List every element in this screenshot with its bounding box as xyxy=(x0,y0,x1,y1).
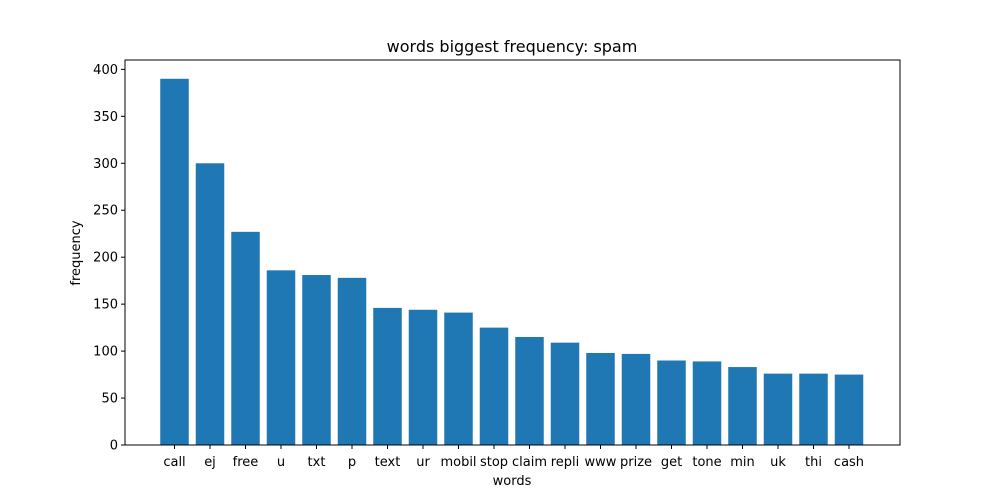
bar-stop xyxy=(479,327,509,445)
x-axis: call ej free u txt p text ur mobil stop claim repli… xyxy=(163,445,864,470)
bar-repli xyxy=(550,342,580,445)
chart-title: words biggest frequency: spam xyxy=(387,37,638,56)
y-axis: 0 50 100 150 200 250 300 350 400 xyxy=(93,63,125,454)
bar-uk xyxy=(763,373,793,445)
bar-tone xyxy=(692,361,722,445)
bar-txt xyxy=(302,275,331,445)
x-tick-label: min xyxy=(730,455,755,470)
x-axis-label: words xyxy=(493,474,532,489)
x-tick-label: mobil xyxy=(440,455,476,470)
y-tick-label: 200 xyxy=(93,251,118,266)
bar-cash xyxy=(834,374,864,445)
x-tick-label: prize xyxy=(620,455,652,470)
y-tick-label: 250 xyxy=(93,204,118,219)
bar-claim xyxy=(515,337,544,445)
bar-text xyxy=(373,307,402,445)
x-tick-label: claim xyxy=(512,455,547,470)
bar-get xyxy=(657,360,686,445)
x-tick-label: get xyxy=(661,455,682,470)
x-tick-label: tone xyxy=(692,455,721,470)
y-axis-label: frequency xyxy=(69,220,84,286)
y-tick-label: 100 xyxy=(93,345,118,360)
x-tick-label: stop xyxy=(480,455,508,470)
bar-free xyxy=(231,231,260,445)
y-tick-label: 0 xyxy=(110,439,118,454)
x-tick-label: txt xyxy=(308,455,326,470)
plot-frame xyxy=(124,59,901,446)
x-tick-label: cash xyxy=(834,455,864,470)
bar-mobil xyxy=(444,312,473,445)
x-tick-label: text xyxy=(375,455,401,470)
x-tick-label: free xyxy=(233,455,259,470)
y-tick-label: 400 xyxy=(93,63,118,78)
x-tick-label: thi xyxy=(805,455,822,470)
x-tick-label: call xyxy=(163,455,185,470)
y-tick-label: 50 xyxy=(101,392,118,407)
x-tick-label: p xyxy=(348,455,356,470)
x-tick-label: repli xyxy=(551,455,580,470)
bar-min xyxy=(728,367,757,445)
bar-ej xyxy=(195,163,225,446)
bar-thi xyxy=(799,373,828,445)
x-tick-label: ej xyxy=(204,455,216,470)
x-tick-label: u xyxy=(277,455,285,470)
y-tick-label: 300 xyxy=(93,157,118,172)
y-tick-label: 150 xyxy=(93,298,118,313)
bar-call xyxy=(160,78,189,445)
bars-group xyxy=(160,78,864,446)
bar-www xyxy=(586,352,615,445)
x-tick-label: ur xyxy=(416,455,430,470)
bar-p xyxy=(337,277,367,445)
x-tick-label: www xyxy=(585,455,617,470)
bar-ur xyxy=(408,309,438,445)
bar-u xyxy=(266,270,296,445)
y-tick-label: 350 xyxy=(93,110,118,125)
x-tick-label: uk xyxy=(770,455,786,470)
bar-prize xyxy=(621,353,651,445)
